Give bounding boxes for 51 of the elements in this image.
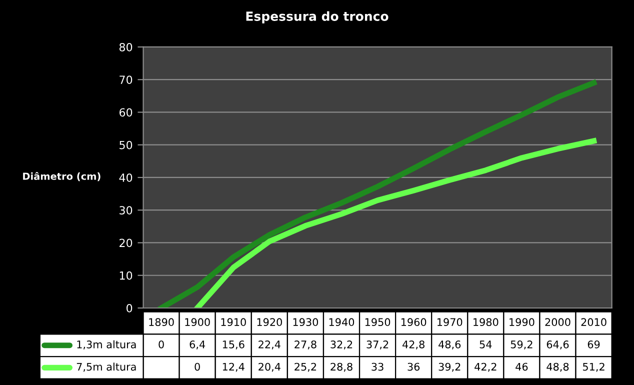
- data-label: 42,2: [474, 362, 496, 372]
- x-tick-label: 1990: [510, 318, 534, 326]
- x-tick-label: 1980: [474, 318, 498, 326]
- legend-label: 1,3m altura: [77, 340, 136, 350]
- data-label: 64,6: [546, 340, 569, 350]
- x-tick-label: 1900: [185, 318, 210, 326]
- y-tick-label: 50: [120, 140, 132, 150]
- data-label: 59,2: [510, 340, 532, 350]
- x-tick-label: 1920: [257, 318, 282, 326]
- data-label: 28,8: [330, 362, 352, 372]
- y-tick-label: 20: [120, 238, 132, 248]
- y-tick-label: 70: [120, 76, 132, 84]
- data-label: 54: [480, 340, 492, 348]
- data-label: 15,6: [222, 340, 244, 350]
- y-tick-label: 10: [120, 271, 132, 280]
- x-tick-label: 1930: [293, 318, 318, 326]
- y-tick-label: 0: [126, 304, 132, 312]
- data-label: 33: [372, 362, 384, 371]
- data-label: 46: [516, 362, 528, 371]
- data-label: 37,2: [366, 340, 388, 350]
- data-label: 42,8: [402, 340, 424, 350]
- x-tick-label: 1960: [401, 318, 426, 326]
- y-tick-label: 30: [120, 206, 132, 214]
- data-label: 36: [408, 362, 420, 371]
- x-tick-label: 2010: [581, 318, 606, 326]
- y-tick-label: 40: [119, 173, 132, 182]
- data-label: 22,4: [258, 340, 280, 350]
- data-label: 6,4: [190, 340, 206, 350]
- data-label: 32,2: [330, 340, 352, 350]
- data-label: 0: [158, 340, 164, 348]
- x-tick-label: 1910: [221, 318, 246, 326]
- x-tick-label: 1970: [438, 318, 462, 326]
- y-tick-label: 60: [120, 108, 132, 117]
- data-label: 12,4: [222, 362, 244, 372]
- x-tick-label: 1940: [329, 318, 354, 326]
- y-axis-title: Diâmetro (cm): [23, 172, 100, 182]
- data-label: 39,2: [438, 362, 460, 372]
- data-label: 20,4: [258, 362, 280, 372]
- chart-title: Espessura do tronco: [246, 11, 388, 24]
- data-label: 0: [194, 362, 200, 371]
- data-label: 48,6: [438, 340, 461, 350]
- data-label: 27,8: [294, 340, 316, 350]
- x-tick-label: 1890: [149, 318, 174, 326]
- y-tick-label: 80: [119, 42, 132, 52]
- legend-label: 7,5m altura: [76, 362, 136, 372]
- x-tick-label: 2000: [545, 318, 570, 326]
- data-label: 25,2: [294, 362, 316, 372]
- data-label: 48,8: [546, 362, 569, 372]
- x-tick-label: 1950: [365, 318, 390, 326]
- data-label: 51,2: [582, 362, 604, 372]
- data-label: 69: [588, 340, 600, 348]
